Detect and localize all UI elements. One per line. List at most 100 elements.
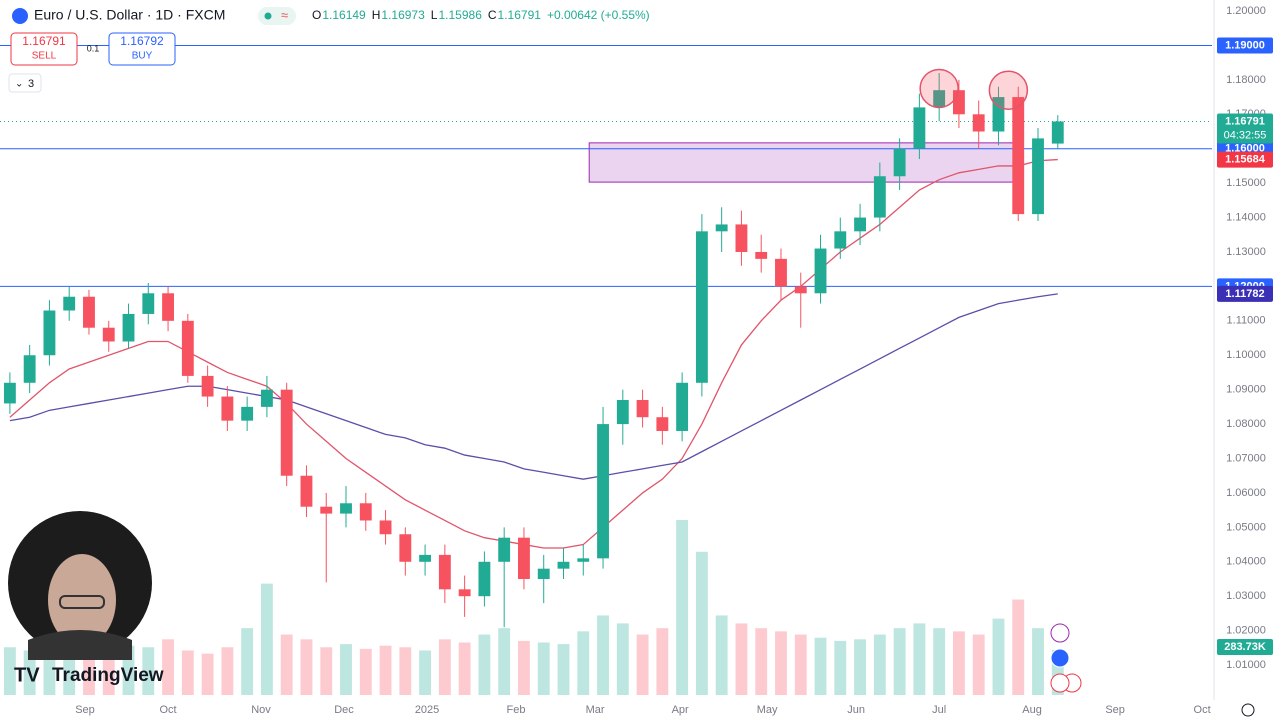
candle-body bbox=[320, 506, 333, 514]
volume-bar bbox=[913, 623, 926, 695]
volume-bar bbox=[221, 647, 234, 695]
volume-bar bbox=[498, 628, 511, 695]
x-tick-label: Aug bbox=[1022, 704, 1042, 716]
x-tick-label: Dec bbox=[334, 704, 354, 716]
sell-button[interactable] bbox=[10, 32, 78, 66]
indicators-toggle[interactable] bbox=[8, 73, 42, 93]
candle-body bbox=[518, 537, 530, 579]
volume-bar bbox=[972, 634, 985, 695]
price-badge-label: 1.15684 bbox=[1225, 153, 1266, 165]
candle-body bbox=[616, 399, 629, 425]
volume-bar bbox=[379, 645, 392, 695]
y-tick-label: 1.11000 bbox=[1227, 315, 1266, 327]
symbol-title: Euro / U.S. Dollar · 1D · FXCM bbox=[34, 7, 225, 23]
candle-body bbox=[676, 382, 689, 431]
ohlc-label: L bbox=[431, 8, 438, 22]
x-tick-label: Feb bbox=[507, 704, 526, 716]
volume-bar bbox=[695, 551, 708, 695]
x-tick-label: Jun bbox=[847, 704, 865, 716]
volume-bar bbox=[656, 628, 669, 695]
volume-bar bbox=[241, 628, 254, 695]
volume-bar bbox=[577, 631, 590, 695]
indicators-count: 3 bbox=[28, 78, 34, 90]
volume-bar bbox=[478, 634, 491, 695]
brand: TradingView bbox=[52, 665, 164, 686]
logo-mark: TV bbox=[14, 664, 40, 686]
volume-bar bbox=[735, 623, 748, 695]
volume-bar bbox=[359, 648, 372, 695]
status-pill[interactable] bbox=[258, 7, 296, 25]
candle-body bbox=[1051, 121, 1064, 144]
candle-body bbox=[992, 97, 1005, 132]
price-badge bbox=[1217, 285, 1273, 302]
candle-body bbox=[1032, 138, 1044, 215]
volume-bar bbox=[933, 628, 946, 695]
volume-bar bbox=[300, 639, 313, 695]
annotation-circle bbox=[988, 70, 1029, 110]
globe-icon[interactable] bbox=[1050, 648, 1070, 668]
symbol-icon bbox=[12, 8, 28, 24]
candle-body bbox=[636, 399, 649, 418]
candle-body bbox=[63, 296, 76, 311]
y-tick-label: 1.07000 bbox=[1226, 452, 1266, 464]
candle-body bbox=[775, 258, 787, 287]
ohlc-label: O bbox=[312, 8, 321, 22]
y-tick-label: 1.03000 bbox=[1226, 590, 1266, 602]
volume-bar bbox=[537, 642, 550, 695]
volume-bar bbox=[557, 644, 570, 695]
volume-bar bbox=[518, 640, 530, 695]
market-dot bbox=[264, 12, 272, 20]
volume-bar bbox=[1051, 649, 1064, 695]
lightning-icon[interactable] bbox=[1050, 623, 1070, 643]
webcam-shirt bbox=[28, 630, 132, 660]
moving-average bbox=[9, 293, 1058, 480]
candle-body bbox=[498, 537, 511, 562]
y-tick-label: 1.02000 bbox=[1226, 625, 1266, 637]
candle-body bbox=[23, 355, 36, 383]
candle-body bbox=[43, 310, 56, 356]
y-tick-label: 1.06000 bbox=[1226, 487, 1266, 499]
y-tick-label: 1.20000 bbox=[1226, 5, 1266, 17]
candle-body bbox=[755, 251, 768, 259]
candle-body bbox=[814, 248, 827, 294]
volume-bar bbox=[992, 618, 1005, 695]
volume-badge-label: 283.73K bbox=[1224, 641, 1266, 653]
candle-body bbox=[656, 417, 669, 431]
change: +0.00642 (+0.55%) bbox=[547, 8, 650, 22]
x-tick-label: Sep bbox=[75, 704, 95, 716]
candle-body bbox=[162, 293, 174, 321]
candle-body bbox=[972, 114, 985, 132]
ohlc-value: 1.16973 bbox=[381, 8, 425, 22]
candle-body bbox=[3, 382, 16, 404]
candle-body bbox=[893, 148, 906, 177]
ohlc-value: 1.16149 bbox=[322, 8, 366, 22]
candle-body bbox=[913, 107, 926, 149]
volume-bar bbox=[794, 634, 807, 695]
candle-body bbox=[577, 558, 590, 562]
y-tick-label: 1.01000 bbox=[1226, 659, 1266, 671]
volume-bar bbox=[181, 650, 194, 695]
settings-icon[interactable] bbox=[1241, 703, 1255, 717]
volume-bar bbox=[280, 634, 293, 695]
candle-body bbox=[221, 396, 234, 421]
annotation-circle bbox=[919, 68, 959, 109]
candle-body bbox=[359, 503, 372, 521]
volume-bar bbox=[873, 634, 886, 695]
candle-body bbox=[379, 520, 392, 535]
volume-bar bbox=[142, 647, 155, 695]
events-icon[interactable] bbox=[1050, 673, 1070, 693]
webcam-face bbox=[48, 554, 116, 646]
candle-body bbox=[478, 561, 491, 597]
x-tick-label: Oct bbox=[159, 704, 176, 716]
ohlc-row: O 1.16149 H 1.16973 L 1.15986 C 1.16791 +0.00642… bbox=[312, 8, 650, 22]
x-tick-label: 2025 bbox=[415, 704, 439, 716]
spread: 0.1 bbox=[87, 43, 100, 53]
volume-bar bbox=[636, 634, 649, 695]
y-tick-label: 1.08000 bbox=[1226, 418, 1266, 430]
buy-button[interactable] bbox=[108, 32, 176, 66]
volume-bar bbox=[834, 640, 847, 695]
volume-bar bbox=[83, 647, 95, 695]
candle-body bbox=[952, 90, 965, 115]
volume-bar bbox=[755, 628, 768, 695]
